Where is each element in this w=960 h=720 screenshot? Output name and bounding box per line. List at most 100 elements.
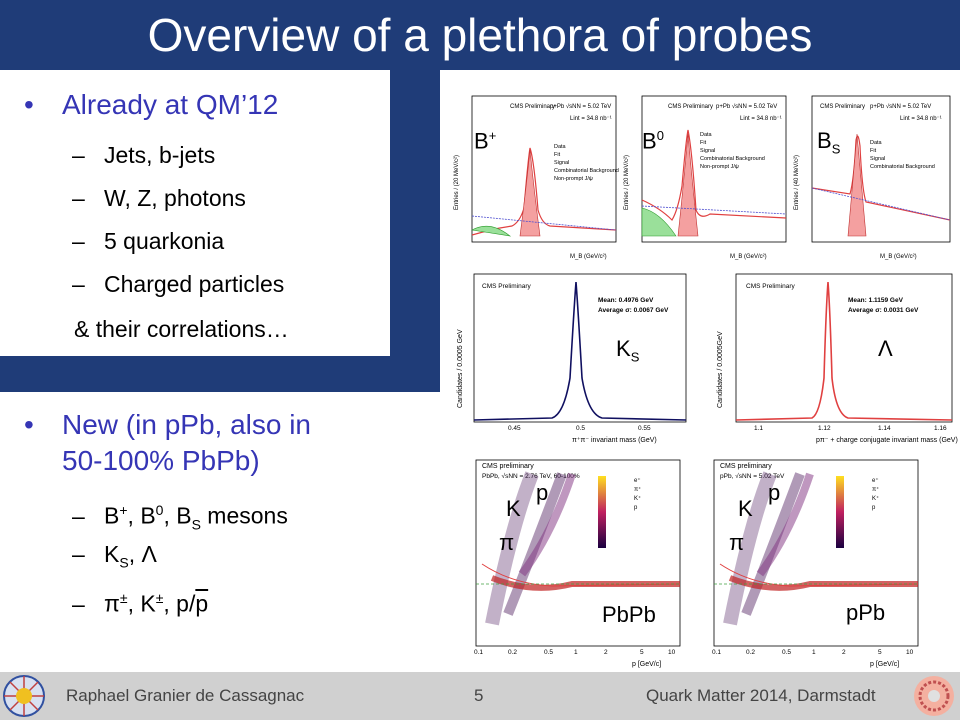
t: B [104,502,120,529]
xtick: 0.1 [712,649,721,656]
xtick: 0.2 [746,649,755,656]
t: 0 [656,128,664,143]
comb-bkg [471,215,617,231]
t: K [104,541,120,567]
legend-data: Data [554,144,567,150]
collision: p+Pb √sNN = 5.02 TeV [716,103,777,110]
t: ± [155,590,164,606]
pion-band [485,471,539,626]
sub-quarkonia-text: 5 quarkonia [104,228,225,254]
collision: PbPb, √sNN = 2.76 TeV, 60-100% [482,472,580,480]
lumi: Lint = 34.8 nb⁻¹ [570,116,612,122]
bplus-label: B+ [474,128,496,154]
legend-data: Data [700,132,713,138]
sub-charged: – Charged particles [72,271,285,297]
ppb-k-label: K [738,496,753,521]
qm-logo-icon [914,676,954,716]
lumi: Lint = 34.8 nb⁻¹ [740,116,782,122]
sub-pi-k-p: – π±, K±, p/p [72,590,209,617]
legend-data: Data [870,140,883,146]
t: 0 [155,502,164,518]
dedx-ppb-plot: CMS preliminary pPb, √sNN = 5.02 TeV e⁺ … [690,454,924,670]
xtick: 0.5 [576,425,585,432]
ylabel: Candidates / 0.0005GeV [717,331,724,408]
bullet-new: • New (in pPb, also in [24,408,312,442]
xtick: 2 [842,649,846,656]
ylabel: Entries / (20 MeV/c²) [454,155,460,210]
xtick: 0.5 [544,649,553,656]
t: + [119,502,128,518]
xtick: 0.45 [508,425,521,432]
bplus-mass-plot: CMS Preliminary p+Pb √sNN = 5.02 TeV Lin… [450,90,620,262]
t: p [195,590,209,617]
bullet-new-line1: New (in pPb, also in [62,409,312,440]
mip-band [490,575,680,591]
comb-bkg [641,205,787,215]
signal-area [519,149,541,237]
ks-label: KS [616,336,639,364]
legend-comb: Combinatorial Background [700,156,765,162]
kaon-band [741,472,805,616]
sub-wz: – W, Z, photons [72,185,246,211]
color-scale [598,476,606,548]
sub-jets-text: Jets, b-jets [104,142,216,168]
t: π [104,590,120,617]
xlabel: p [GeV/c] [870,661,899,668]
footer-author: Raphael Granier de Cassagnac [66,686,305,705]
xtick: 1 [574,649,578,656]
pion-curve [481,563,681,587]
bullet-qm12-text: Already at QM’12 [62,89,279,120]
collision: p+Pb √sNN = 5.02 TeV [550,103,611,110]
legend-signal: Signal [554,160,569,166]
legend: p [634,505,638,511]
xtick: 0.5 [782,649,791,656]
xlabel: pπ⁻ + charge conjugate invariant mass (G… [816,437,958,444]
frame [811,95,951,243]
t: S [831,141,841,157]
legend: π⁺ [872,486,879,493]
xtick: 1 [812,649,816,656]
bullet-new-line2: 50-100% PbPb) [62,445,260,476]
header: CMS Preliminary [482,283,532,290]
dedx-pbpb-plot: CMS preliminary PbPb, √sNN = 2.76 TeV, 6… [452,454,688,670]
footer-conference: Quark Matter 2014, Darmstadt [646,686,876,705]
slide-title: Overview of a plethora of probes [147,9,813,61]
collision: p+Pb √sNN = 5.02 TeV [870,103,931,110]
frame [713,459,919,647]
sub-correlations: & their correlations… [74,316,289,342]
cms-logo-icon [3,675,45,717]
lambda-mass-plot: CMS Preliminary Mean: 1.1159 GeV Average… [712,268,960,450]
sigma: Average σ: 0.0031 GeV [848,307,919,314]
kaon-band [503,472,567,616]
xtick: 1.12 [818,425,831,432]
pbpb-k-label: K [506,496,521,521]
ylabel: Candidates / 0.0005 GeV [457,329,464,408]
bzero-mass-plot: CMS Preliminary p+Pb √sNN = 5.02 TeV Lin… [620,90,790,262]
sub-charged-text: Charged particles [104,271,285,297]
legend-fit: Fit [870,148,877,154]
legend: p [872,505,876,511]
legend-fit: Fit [700,140,707,146]
pbpb-p-label: p [536,480,549,505]
xlabel: M_B (GeV/c²) [880,254,917,260]
ylabel: Entries / (40 MeV/c²) [794,155,800,210]
color-scale [836,476,844,548]
t: + [488,128,497,143]
fit-curve [641,129,787,221]
proton-band [518,472,576,577]
bs-mass-plot: CMS Preliminary p+Pb √sNN = 5.02 TeV Lin… [790,90,960,262]
header: CMS Preliminary [820,104,865,110]
collision: pPb, √sNN = 5.02 TeV [720,472,785,480]
xtick: 1.16 [934,425,947,432]
mean: Mean: 0.4976 GeV [598,297,654,304]
xtick: 10 [906,649,914,656]
ks-mass-plot: CMS Preliminary Mean: 0.4976 GeV Average… [452,268,692,450]
t: S [119,554,129,571]
xlabel: M_B (GeV/c²) [570,254,607,260]
legend-signal: Signal [700,148,715,154]
proton-band [756,472,814,577]
t: B [140,502,156,529]
t: S [191,516,201,533]
t: B [474,128,489,154]
t: K [616,336,631,361]
